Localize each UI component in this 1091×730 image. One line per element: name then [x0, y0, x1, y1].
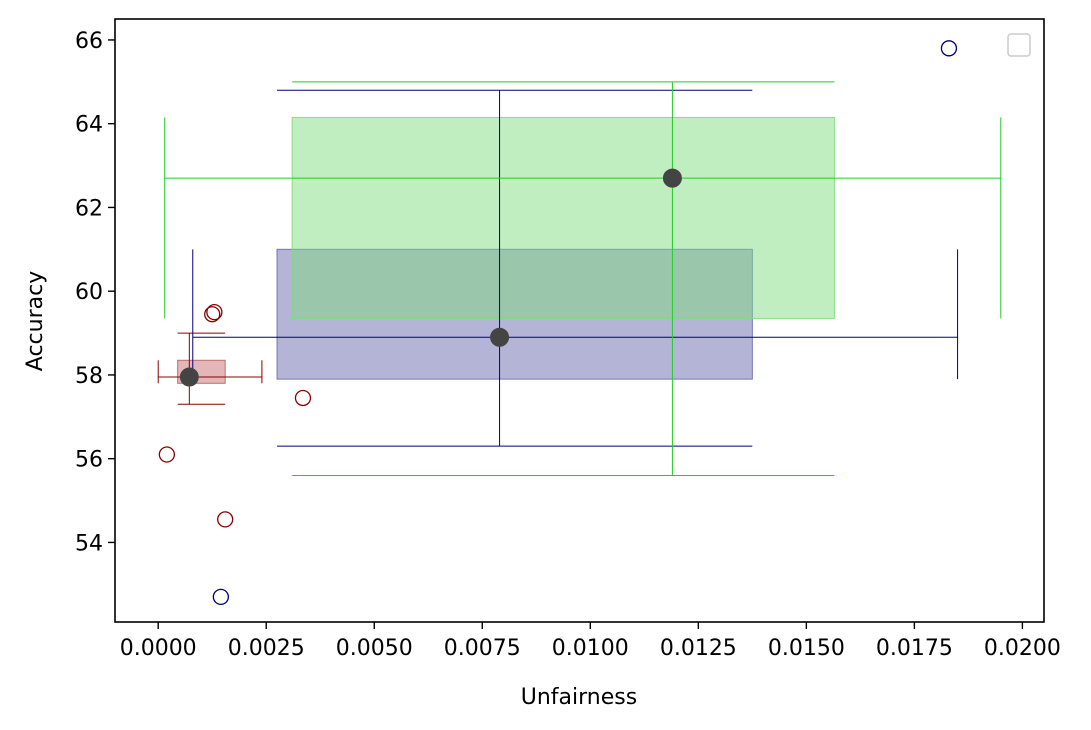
x-tick-label-7: 0.0175	[876, 636, 953, 661]
y-tick-label-2: 58	[75, 364, 103, 389]
y-tick-label-1: 56	[75, 448, 103, 473]
axes-frame	[114, 18, 1045, 623]
legend-box	[1007, 33, 1031, 57]
x-tick-label-4: 0.0100	[552, 636, 629, 661]
x-tick-label-5: 0.0125	[660, 636, 737, 661]
plot-area	[157, 40, 1002, 606]
median-point-2	[662, 168, 682, 188]
median-point-1	[490, 327, 510, 347]
y-tick-label-5: 64	[75, 113, 103, 138]
y-axis-label: Accuracy	[23, 271, 48, 371]
y-tick-label-6: 66	[75, 29, 103, 54]
outlier-point-0-3	[158, 446, 176, 463]
x-tick-label-3: 0.0075	[444, 636, 521, 661]
median-point-0	[179, 367, 199, 387]
outlier-point-0-2	[294, 389, 312, 407]
x-tick-label-0: 0.0000	[120, 636, 197, 661]
axes: 0.0000 0.0025 0.0050 0.0075 0.0100 0.0125 0.01…	[75, 18, 1061, 661]
outlier-point-0-1	[206, 303, 223, 321]
outlier-point-0-4	[217, 511, 234, 528]
y-tick-label-4: 62	[75, 196, 103, 221]
x-axis-label: Unfairness	[521, 685, 637, 710]
x-tick-label-6: 0.0150	[768, 636, 845, 661]
iqr-box-2	[291, 116, 835, 319]
outlier-point-0-0	[204, 306, 221, 323]
x-tick-label-2: 0.0050	[336, 636, 413, 661]
y-tick-label-0: 54	[75, 531, 103, 556]
x-tick-label-1: 0.0025	[228, 636, 305, 661]
outlier-point-1-1	[212, 588, 230, 606]
y-tick-label-3: 60	[75, 280, 103, 305]
iqr-box-1	[276, 248, 753, 380]
x-tick-label-8: 0.0200	[984, 636, 1061, 661]
outlier-point-1-0	[940, 40, 958, 57]
